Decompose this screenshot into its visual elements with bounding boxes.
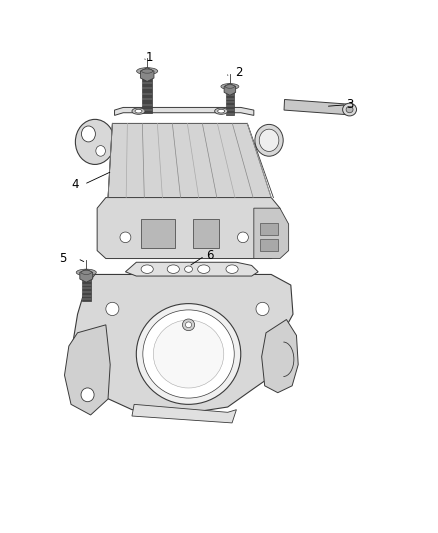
Polygon shape [108,123,271,198]
Ellipse shape [226,265,238,273]
Ellipse shape [76,269,96,276]
Ellipse shape [120,232,131,243]
Polygon shape [64,325,110,415]
Ellipse shape [75,119,115,165]
Ellipse shape [135,109,142,113]
Ellipse shape [183,319,194,330]
Polygon shape [97,198,280,259]
Polygon shape [125,262,258,276]
Text: 6: 6 [207,249,214,262]
Bar [226,90,234,115]
Polygon shape [115,108,254,115]
Text: 1: 1 [145,51,153,63]
Ellipse shape [167,265,180,273]
Ellipse shape [185,266,192,272]
Text: 5: 5 [59,252,66,265]
Ellipse shape [136,304,241,405]
Ellipse shape [256,302,269,316]
Polygon shape [224,84,236,95]
Polygon shape [254,208,289,259]
Ellipse shape [142,69,153,73]
Ellipse shape [137,68,158,75]
Ellipse shape [225,85,234,88]
Ellipse shape [141,265,153,273]
Ellipse shape [81,270,92,274]
Text: 4: 4 [72,178,79,191]
Bar [260,239,278,251]
Polygon shape [284,100,350,115]
Ellipse shape [185,322,191,328]
Bar [193,219,219,248]
Ellipse shape [81,126,95,142]
Ellipse shape [259,129,279,151]
Bar [142,75,152,113]
Bar [141,219,176,248]
Polygon shape [132,405,237,423]
Polygon shape [73,274,293,415]
Ellipse shape [218,109,225,113]
Ellipse shape [255,124,283,156]
Text: 3: 3 [346,98,353,111]
Text: 2: 2 [235,67,242,79]
Polygon shape [141,68,154,82]
Ellipse shape [198,265,210,273]
Ellipse shape [143,310,234,398]
Ellipse shape [153,320,224,388]
Ellipse shape [215,108,228,114]
Ellipse shape [81,388,94,402]
Bar [260,223,278,235]
Ellipse shape [221,84,239,90]
Ellipse shape [132,108,145,114]
Ellipse shape [343,103,357,116]
Ellipse shape [96,146,106,156]
Ellipse shape [346,107,353,113]
Ellipse shape [106,302,119,316]
Polygon shape [261,319,298,393]
Ellipse shape [237,232,248,243]
Bar [82,276,91,301]
Polygon shape [80,269,93,282]
